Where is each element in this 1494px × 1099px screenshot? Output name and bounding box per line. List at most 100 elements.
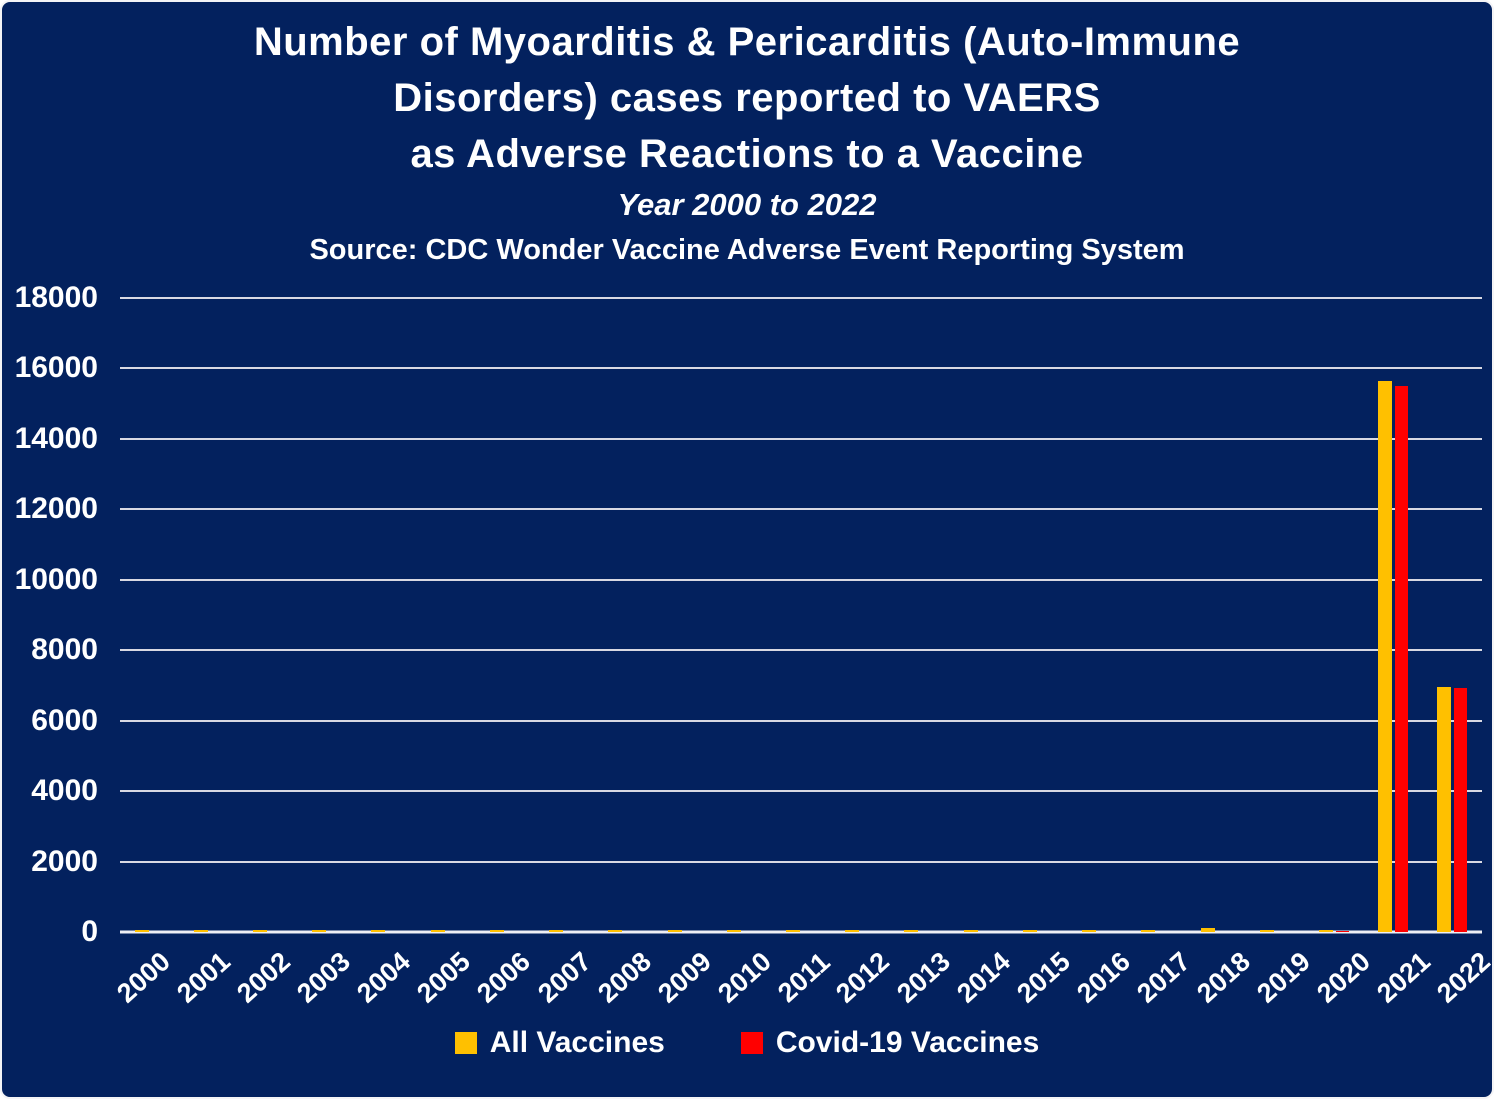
legend-item-all-vaccines: All Vaccines <box>454 1026 665 1060</box>
bar-group <box>1423 298 1482 932</box>
bar-all-vaccines <box>134 930 149 932</box>
x-tick-label: 2001 <box>171 946 237 1009</box>
bar-all-vaccines <box>608 929 623 932</box>
bar-all-vaccines <box>371 930 386 932</box>
gridline <box>120 297 1482 299</box>
y-axis: 0 2000 4000 6000 8000 10000 12000 14000 16000 180… <box>2 281 114 948</box>
bar-group <box>594 298 653 932</box>
title-block: Number of Myoarditis & Pericarditis (Aut… <box>2 2 1492 272</box>
x-tick-cell: 2004 <box>352 932 420 1026</box>
y-tick-label: 12000 <box>14 492 98 526</box>
bar-group <box>238 298 297 932</box>
x-tick-cell: 2019 <box>1251 932 1320 1026</box>
y-tick-label: 14000 <box>14 421 98 455</box>
bar-all-vaccines <box>549 930 564 932</box>
x-tick-label: 2007 <box>531 946 597 1009</box>
bar-all-vaccines <box>1141 930 1156 932</box>
bar-all-vaccines <box>845 930 860 932</box>
legend-swatch-all-vaccines <box>454 1032 477 1054</box>
bar-all-vaccines <box>1318 930 1333 932</box>
x-tick-label: 2016 <box>1071 946 1136 1009</box>
x-tick-cell: 2007 <box>532 932 601 1026</box>
bar-all-vaccines <box>1200 927 1215 932</box>
bar-group <box>179 298 238 932</box>
bar-all-vaccines <box>1437 686 1452 932</box>
bar-all-vaccines <box>667 930 682 932</box>
y-tick-label: 4000 <box>31 774 98 808</box>
x-tick-cell: 2011 <box>772 932 840 1026</box>
bar-group <box>298 298 357 932</box>
x-tick-cell: 2018 <box>1191 932 1260 1026</box>
bar-covid19-vaccines <box>1335 930 1349 932</box>
x-tick-label: 2013 <box>890 946 956 1009</box>
legend-label-all-vaccines: All Vaccines <box>489 1026 665 1059</box>
gridline <box>120 437 1482 440</box>
x-tick-cell: 2001 <box>171 932 240 1026</box>
x-tick-label: 2021 <box>1371 946 1437 1009</box>
bar-covid19-vaccines <box>1395 386 1409 932</box>
bar-group <box>949 298 1008 932</box>
x-tick-cell: 2013 <box>891 932 960 1026</box>
chart-title-line2: Disorders) cases reported to VAERS <box>393 76 1101 120</box>
y-tick-label: 18000 <box>14 281 98 314</box>
x-tick-cell: 2016 <box>1071 932 1140 1026</box>
y-tick-label: 0 <box>81 915 98 948</box>
gridline <box>120 508 1482 511</box>
gridline <box>120 578 1482 581</box>
bar-group <box>712 298 771 932</box>
y-tick-label: 16000 <box>14 351 98 385</box>
bar-all-vaccines <box>193 930 208 932</box>
x-tick-label: 2019 <box>1251 946 1316 1009</box>
y-tick-label: 2000 <box>31 844 98 878</box>
x-tick-cell: 2009 <box>652 932 721 1026</box>
x-tick-label: 2005 <box>411 946 477 1009</box>
x-tick-label: 2008 <box>591 946 657 1009</box>
bar-group <box>1186 298 1245 932</box>
x-tick-label: 2004 <box>351 946 417 1009</box>
x-tick-cell: 2002 <box>231 932 300 1026</box>
x-tick-cell: 2010 <box>712 932 781 1026</box>
bar-all-vaccines <box>1022 930 1037 932</box>
bar-all-vaccines <box>1378 380 1393 932</box>
x-tick-label: 2003 <box>291 946 357 1009</box>
bar-group <box>771 298 830 932</box>
bar-covid19-vaccines <box>1454 688 1468 932</box>
x-tick-cell: 2003 <box>291 932 360 1026</box>
chart-subtitle: Year 2000 to 2022 <box>617 187 877 222</box>
x-tick-cell: 2015 <box>1011 932 1080 1026</box>
bar-all-vaccines <box>963 930 978 932</box>
legend-item-covid19-vaccines: Covid-19 Vaccines <box>740 1026 1040 1060</box>
x-tick-cell: 2005 <box>412 932 480 1026</box>
bars <box>120 298 1482 932</box>
bar-group <box>416 298 475 932</box>
x-tick-label: 2011 <box>771 946 836 1009</box>
bar-all-vaccines <box>726 929 741 932</box>
bar-all-vaccines <box>1082 929 1097 932</box>
x-tick-label: 2000 <box>111 946 176 1009</box>
x-tick-cell: 2012 <box>831 932 899 1026</box>
x-tick-cell: 2014 <box>951 932 1020 1026</box>
bar-all-vaccines <box>253 930 268 932</box>
legend-swatch-covid19-vaccines <box>740 1032 763 1054</box>
x-tick-label: 2018 <box>1191 946 1256 1009</box>
y-tick-label: 6000 <box>31 703 98 737</box>
x-tick-label: 2022 <box>1431 946 1494 1009</box>
bar-group <box>357 298 416 932</box>
x-tick-cell: 2022 <box>1431 932 1492 1026</box>
chart-area: 0 2000 4000 6000 8000 10000 12000 14000 16000 180… <box>2 281 1492 948</box>
bar-group <box>535 298 594 932</box>
bar-all-vaccines <box>786 929 801 932</box>
gridline <box>120 649 1482 652</box>
gridline <box>120 367 1482 370</box>
legend-label-covid19-vaccines: Covid-19 Vaccines <box>775 1026 1040 1059</box>
gridline <box>120 860 1482 863</box>
x-tick-label: 2002 <box>231 946 297 1009</box>
bar-group <box>1304 298 1363 932</box>
x-tick-label: 2015 <box>1010 946 1076 1009</box>
x-tick-label: 2014 <box>950 946 1016 1009</box>
bar-group <box>831 298 890 932</box>
bar-all-vaccines <box>904 930 919 932</box>
chart-title-line3: as Adverse Reactions to a Vaccine <box>410 132 1084 176</box>
bar-group <box>1127 298 1186 932</box>
x-tick-label: 2017 <box>1131 946 1196 1009</box>
